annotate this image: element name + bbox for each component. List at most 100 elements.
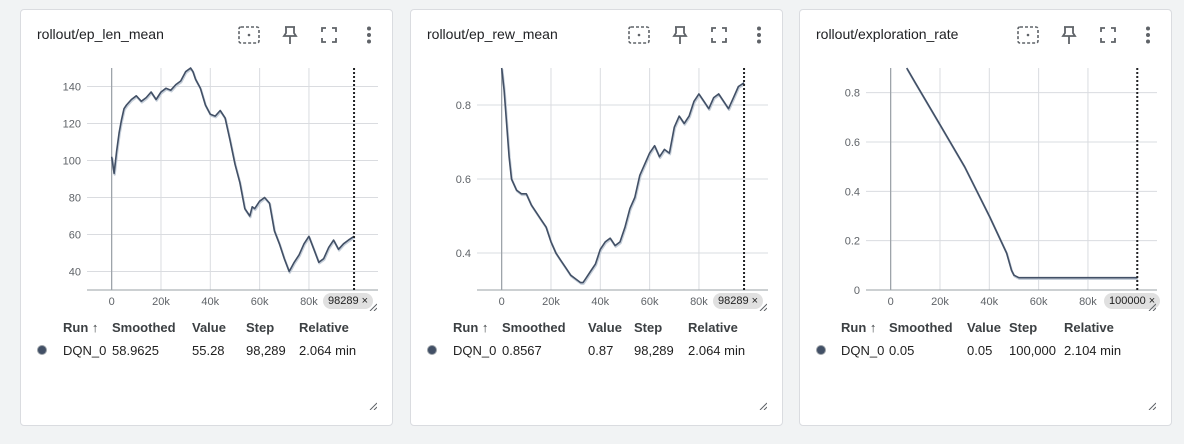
- y-tick-label: 140: [63, 82, 81, 94]
- resize-handle-icon[interactable]: [759, 303, 767, 311]
- chart-card: rollout/ep_rew_mean 0.4 0.6 0.8 0 20k 40k 60k 8…: [410, 9, 783, 426]
- step-badge[interactable]: 98289 ×: [323, 293, 374, 309]
- resize-handle-icon[interactable]: [369, 303, 377, 311]
- table-header-row: Run ↑ Smoothed Value Step Relative: [427, 316, 758, 339]
- y-tick-label: 0.8: [456, 100, 471, 112]
- chart-plot-area[interactable]: 0.4 0.6 0.8 0 20k 40k 60k 80k 98289 ×: [411, 50, 784, 315]
- line-chart: 0.4 0.6 0.8 0 20k 40k 60k 80k: [456, 67, 768, 308]
- chart-plot-area[interactable]: 0 0.2 0.4 0.6 0.8 0 20k 40k 60k 80k 100000 ×: [800, 50, 1173, 315]
- x-tick-label: 40k: [201, 296, 219, 308]
- column-header-smoothed[interactable]: Smoothed: [502, 320, 566, 335]
- column-header-run[interactable]: Run ↑: [63, 320, 99, 335]
- x-tick-label: 20k: [152, 296, 170, 308]
- column-header-smoothed[interactable]: Smoothed: [889, 320, 953, 335]
- pin-icon: [672, 26, 688, 44]
- more-options-button[interactable]: [357, 23, 381, 47]
- line-chart: 40 60 80 100 120 140 0 20k 40k 60k 80k: [63, 67, 378, 308]
- raw-value: 0.87: [588, 343, 614, 358]
- pin-button[interactable]: [1057, 23, 1081, 47]
- more-vert-icon: [367, 26, 371, 44]
- table-header-row: Run ↑ Smoothed Value Step Relative: [37, 316, 369, 339]
- table-row: DQN_0 0.05 0.05 100,000 2.104 min: [816, 339, 1134, 362]
- x-tick-label: 40k: [980, 296, 998, 308]
- relative-value: 2.064 min: [299, 343, 357, 358]
- chart-title: rollout/exploration_rate: [816, 26, 959, 42]
- series-line: [500, 67, 745, 284]
- column-header-step[interactable]: Step: [1009, 320, 1038, 335]
- fullscreen-button[interactable]: [707, 23, 731, 47]
- y-tick-label: 80: [69, 193, 81, 205]
- chart-title: rollout/ep_rew_mean: [427, 26, 558, 42]
- x-tick-label: 80k: [300, 296, 318, 308]
- step-badge[interactable]: 100000 ×: [1104, 293, 1161, 309]
- fullscreen-button[interactable]: [317, 23, 341, 47]
- fit-domain-icon: [1017, 26, 1039, 44]
- fullscreen-icon: [711, 27, 727, 43]
- run-name: DQN_0: [63, 343, 107, 358]
- relative-value: 2.064 min: [688, 343, 746, 358]
- raw-series-line: [906, 68, 1138, 280]
- relative-value: 2.104 min: [1064, 343, 1122, 358]
- column-header-value[interactable]: Value: [588, 320, 622, 335]
- x-tick-label: 60k: [1030, 296, 1048, 308]
- fit-domain-button[interactable]: [1016, 23, 1040, 47]
- more-vert-icon: [757, 26, 761, 44]
- run-color-dot: [816, 345, 826, 355]
- smoothed-value: 0.8567: [502, 343, 542, 358]
- chart-plot-area[interactable]: 40 60 80 100 120 140 0 20k 40k 60k 80k 98289 ×: [21, 50, 394, 315]
- column-header-relative[interactable]: Relative: [299, 320, 349, 335]
- close-icon[interactable]: ×: [361, 295, 369, 307]
- column-header-value[interactable]: Value: [192, 320, 226, 335]
- resize-handle-icon[interactable]: [1148, 402, 1156, 410]
- column-header-value[interactable]: Value: [967, 320, 1001, 335]
- step-badge-label: 100000: [1109, 295, 1146, 307]
- x-tick-label: 20k: [542, 296, 560, 308]
- y-tick-label: 60: [69, 230, 81, 242]
- column-header-relative[interactable]: Relative: [1064, 320, 1114, 335]
- data-table: Run ↑ Smoothed Value Step Relative DQN_0…: [816, 316, 1134, 362]
- y-tick-label: 0.6: [845, 137, 860, 149]
- data-table: Run ↑ Smoothed Value Step Relative DQN_0…: [37, 316, 369, 362]
- fullscreen-icon: [321, 27, 337, 43]
- close-icon[interactable]: ×: [751, 295, 759, 307]
- column-header-run[interactable]: Run ↑: [453, 320, 489, 335]
- chart-title: rollout/ep_len_mean: [37, 26, 164, 42]
- line-chart: 0 0.2 0.4 0.6 0.8 0 20k 40k 60k 80k: [845, 67, 1157, 308]
- pin-button[interactable]: [278, 23, 302, 47]
- run-color-dot: [37, 345, 47, 355]
- x-tick-label: 0: [888, 296, 894, 308]
- smoothed-value: 58.9625: [112, 343, 159, 358]
- data-table: Run ↑ Smoothed Value Step Relative DQN_0…: [427, 316, 758, 362]
- y-tick-label: 0.6: [456, 174, 471, 186]
- more-options-button[interactable]: [747, 23, 771, 47]
- step-badge[interactable]: 98289 ×: [713, 293, 764, 309]
- series-line: [110, 67, 355, 273]
- column-header-run[interactable]: Run ↑: [841, 320, 877, 335]
- table-row: DQN_0 0.8567 0.87 98,289 2.064 min: [427, 339, 758, 362]
- column-header-step[interactable]: Step: [246, 320, 275, 335]
- series-line: [906, 67, 1138, 279]
- resize-handle-icon[interactable]: [759, 402, 767, 410]
- column-header-step[interactable]: Step: [634, 320, 663, 335]
- x-tick-label: 20k: [931, 296, 949, 308]
- run-name: DQN_0: [453, 343, 497, 358]
- run-name: DQN_0: [841, 343, 885, 358]
- close-icon[interactable]: ×: [1148, 295, 1156, 307]
- x-tick-label: 60k: [641, 296, 659, 308]
- pin-button[interactable]: [668, 23, 692, 47]
- column-header-relative[interactable]: Relative: [688, 320, 738, 335]
- fullscreen-button[interactable]: [1096, 23, 1120, 47]
- more-options-button[interactable]: [1136, 23, 1160, 47]
- y-tick-label: 0: [854, 285, 860, 297]
- fit-domain-button[interactable]: [627, 23, 651, 47]
- raw-value: 55.28: [192, 343, 225, 358]
- column-header-smoothed[interactable]: Smoothed: [112, 320, 176, 335]
- y-tick-label: 40: [69, 267, 81, 279]
- y-tick-label: 100: [63, 156, 81, 168]
- pin-icon: [282, 26, 298, 44]
- y-tick-label: 0.2: [845, 236, 860, 248]
- resize-handle-icon[interactable]: [369, 402, 377, 410]
- x-tick-label: 40k: [591, 296, 609, 308]
- resize-handle-icon[interactable]: [1148, 303, 1156, 311]
- fit-domain-button[interactable]: [237, 23, 261, 47]
